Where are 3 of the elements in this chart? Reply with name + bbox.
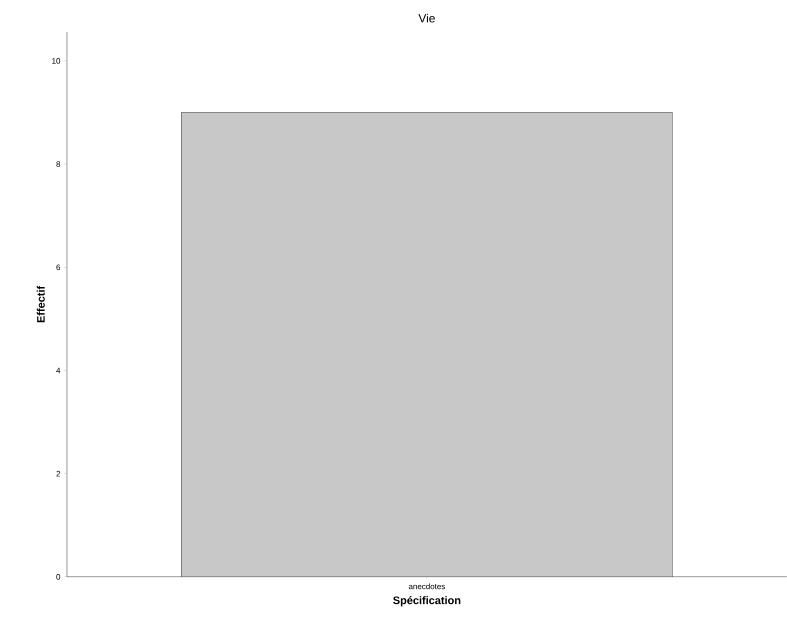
x-axis-title: Spécification bbox=[393, 596, 460, 606]
chart-title: Vie bbox=[418, 14, 435, 23]
y-axis-title: Effectif bbox=[36, 286, 45, 322]
